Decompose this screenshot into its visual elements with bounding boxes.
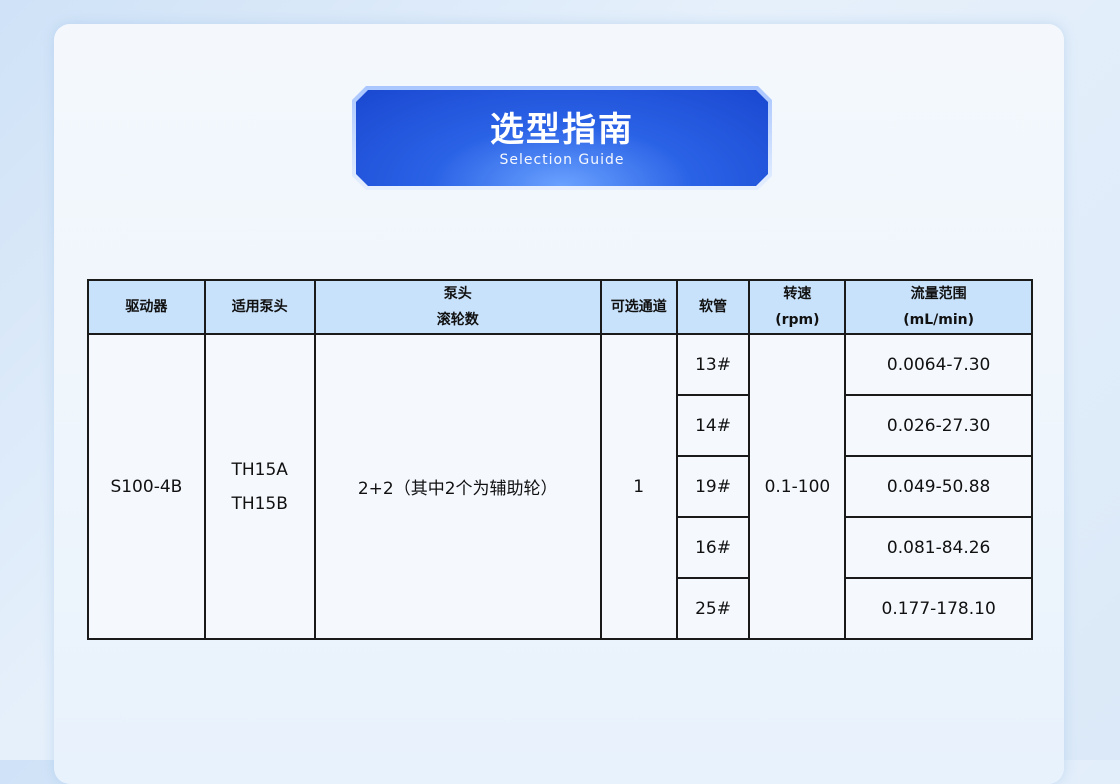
table-row: S100-4B TH15A TH15B 2+2（其中2个为辅助轮） 1 13# 0… (87, 333, 1033, 640)
header-speed: 转速 (rpm) (748, 279, 847, 335)
banner-title: 选型指南 (490, 110, 634, 150)
table-row: 16# 0.081-84.26 (88, 516, 1033, 579)
banner-subtitle: Selection Guide (499, 152, 625, 168)
table-row: 25# 0.177-178.10 (88, 577, 1033, 640)
header-channels: 可选通道 (599, 279, 678, 335)
header-driver: 驱动器 (87, 279, 206, 335)
pump-head-cell: TH15A TH15B (203, 333, 316, 640)
channels-cell: 1 (599, 333, 678, 640)
selection-table: 驱动器 适用泵头 泵头 滚轮数 可选通道 软管 转速 (rpm) 流量范围 (mL/m… (87, 279, 1033, 640)
header-tube: 软管 (675, 279, 751, 335)
rollers-cell: 2+2（其中2个为辅助轮） (313, 333, 602, 640)
table-row: 19# 0.049-50.88 (88, 455, 1033, 518)
tube-cell: 13# (675, 333, 751, 396)
header-rollers: 泵头 滚轮数 (313, 279, 602, 335)
tube-cell: 25# (675, 577, 751, 640)
header-flow: 流量范围 (mL/min) (844, 279, 1033, 335)
flow-cell: 0.081-84.26 (844, 516, 1033, 579)
flow-cell: 0.049-50.88 (844, 455, 1033, 518)
flow-cell: 0.0064-7.30 (844, 333, 1033, 396)
header-pump-head: 适用泵头 (203, 279, 316, 335)
selection-guide-banner: 选型指南 Selection Guide (352, 86, 772, 190)
table-row: 14# 0.026-27.30 (88, 394, 1033, 457)
tube-cell: 14# (675, 394, 751, 457)
tube-cell: 16# (675, 516, 751, 579)
flow-cell: 0.026-27.30 (844, 394, 1033, 457)
tube-cell: 19# (675, 455, 751, 518)
flow-cell: 0.177-178.10 (844, 577, 1033, 640)
speed-cell: 0.1-100 (748, 333, 847, 640)
driver-cell: S100-4B (87, 333, 206, 640)
header-row: 驱动器 适用泵头 泵头 滚轮数 可选通道 软管 转速 (rpm) 流量范围 (mL/m… (87, 279, 1033, 335)
